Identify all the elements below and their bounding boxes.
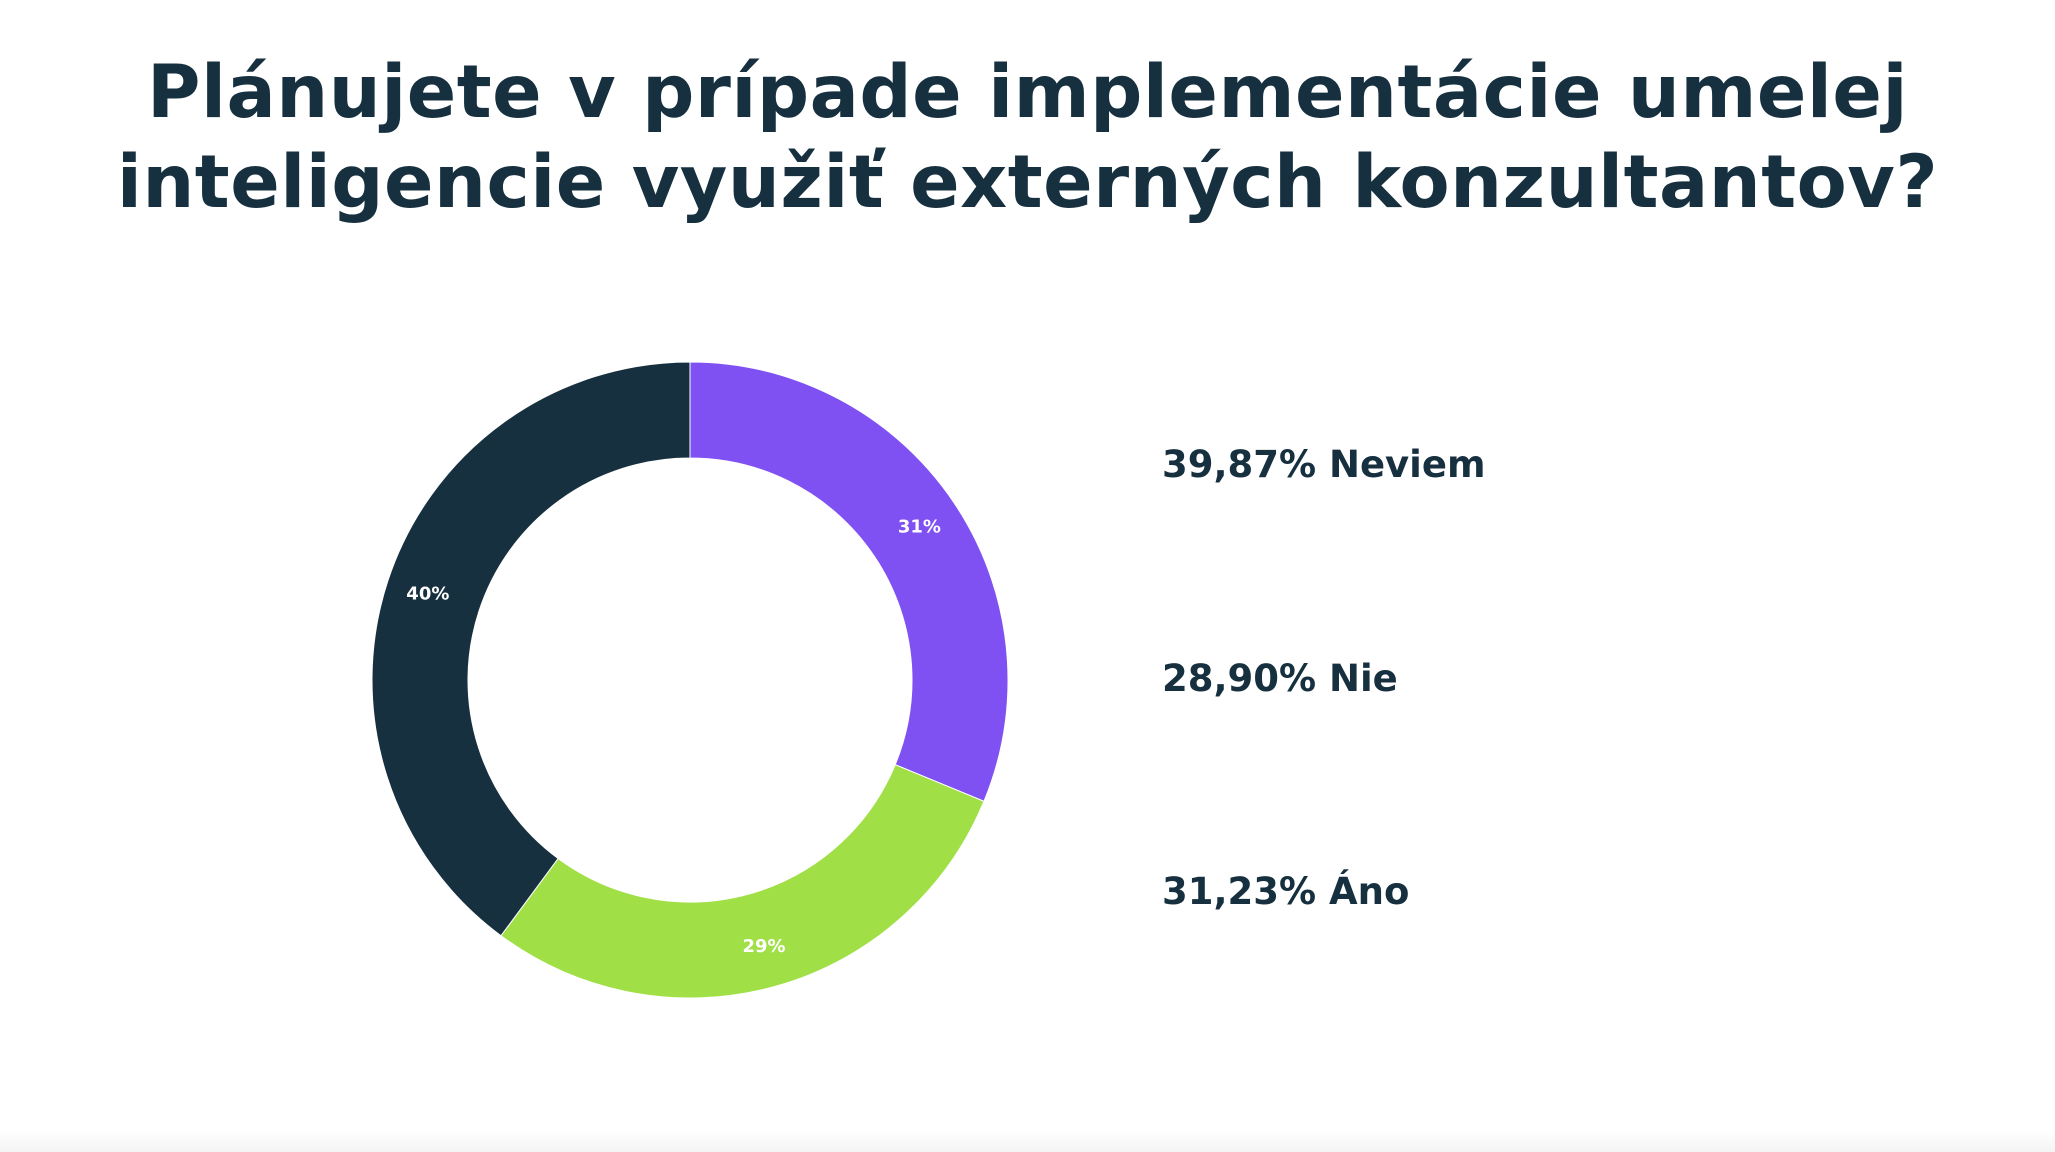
legend-item-neviem: 39,87% Neviem	[1162, 443, 1486, 486]
slice-label-1: 29%	[742, 936, 785, 957]
chart-title: Plánujete v prípade implementácie umelej…	[0, 48, 2055, 228]
donut-slice-no	[689, 361, 1009, 802]
bottom-edge	[0, 1130, 2055, 1152]
chart-title-line-2: inteligencie využiť externých konzultant…	[116, 140, 1939, 225]
slice-label-2: 40%	[406, 584, 449, 605]
legend-item-ano: 31,23% Áno	[1162, 870, 1410, 913]
chart-title-line-1: Plánujete v prípade implementácie umelej	[147, 50, 1908, 135]
donut-chart: 31% 29% 40%	[371, 361, 1009, 999]
donut-slice-nie	[500, 764, 985, 999]
donut-slice-neviem	[371, 361, 691, 937]
slice-label-0: 31%	[898, 517, 941, 538]
legend-item-nie: 28,90% Nie	[1162, 657, 1398, 700]
